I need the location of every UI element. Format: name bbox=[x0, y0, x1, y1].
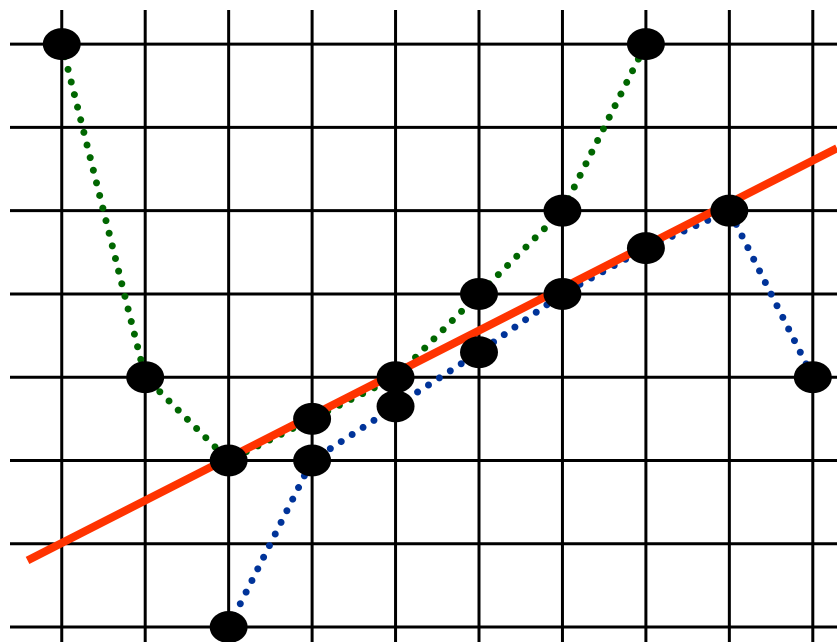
point-marker bbox=[793, 361, 832, 394]
point-marker bbox=[710, 194, 749, 227]
series-line bbox=[25, 144, 837, 564]
point-marker bbox=[209, 444, 248, 477]
point-marker bbox=[209, 611, 248, 642]
point-marker bbox=[293, 444, 332, 477]
point-marker bbox=[460, 336, 499, 369]
point-marker bbox=[626, 232, 665, 265]
point-marker bbox=[543, 277, 582, 310]
point-marker bbox=[376, 361, 415, 394]
point-marker bbox=[543, 194, 582, 227]
point-marker bbox=[460, 277, 499, 310]
point-marker bbox=[293, 402, 332, 435]
point-marker bbox=[126, 361, 165, 394]
point-marker bbox=[376, 390, 415, 423]
point-marker bbox=[626, 28, 665, 61]
point-marker bbox=[42, 28, 81, 61]
